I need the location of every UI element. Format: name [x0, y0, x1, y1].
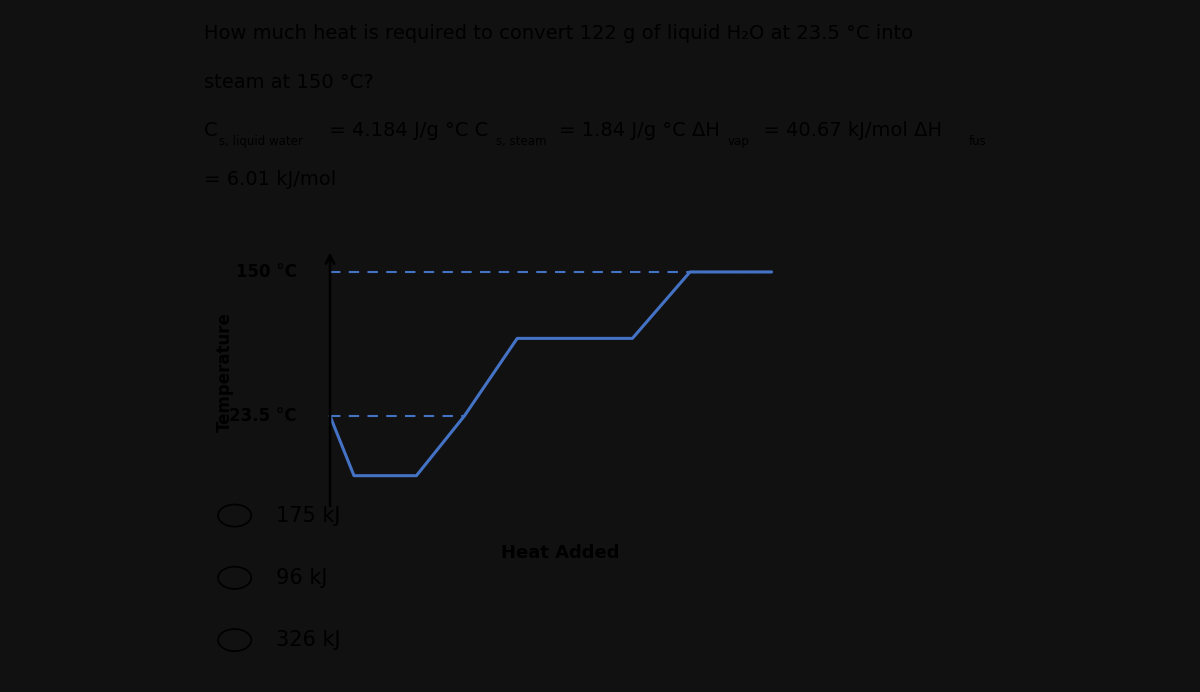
Text: = 40.67 kJ/mol ΔH: = 40.67 kJ/mol ΔH	[757, 121, 942, 140]
Text: = 1.84 J/g °C ΔH: = 1.84 J/g °C ΔH	[558, 121, 719, 140]
Text: vap: vap	[727, 135, 750, 148]
Text: C: C	[204, 121, 217, 140]
Text: s, steam: s, steam	[497, 135, 547, 148]
Text: 150 °C: 150 °C	[235, 263, 296, 281]
Text: 96 kJ: 96 kJ	[276, 568, 328, 588]
Text: Temperature: Temperature	[216, 311, 233, 432]
Text: Heat Added: Heat Added	[502, 545, 619, 563]
Text: steam at 150 °C?: steam at 150 °C?	[204, 73, 373, 91]
Text: fus: fus	[968, 135, 986, 148]
Text: 326 kJ: 326 kJ	[276, 630, 341, 650]
Text: 23.5 °C: 23.5 °C	[229, 407, 296, 425]
Text: = 6.01 kJ/mol: = 6.01 kJ/mol	[204, 170, 336, 188]
Text: 175 kJ: 175 kJ	[276, 506, 341, 525]
Text: How much heat is required to convert 122 g of liquid H₂O at 23.5 °C into: How much heat is required to convert 122…	[204, 24, 913, 43]
Text: s, liquid water: s, liquid water	[220, 135, 302, 148]
Text: = 4.184 J/g °C C: = 4.184 J/g °C C	[323, 121, 488, 140]
